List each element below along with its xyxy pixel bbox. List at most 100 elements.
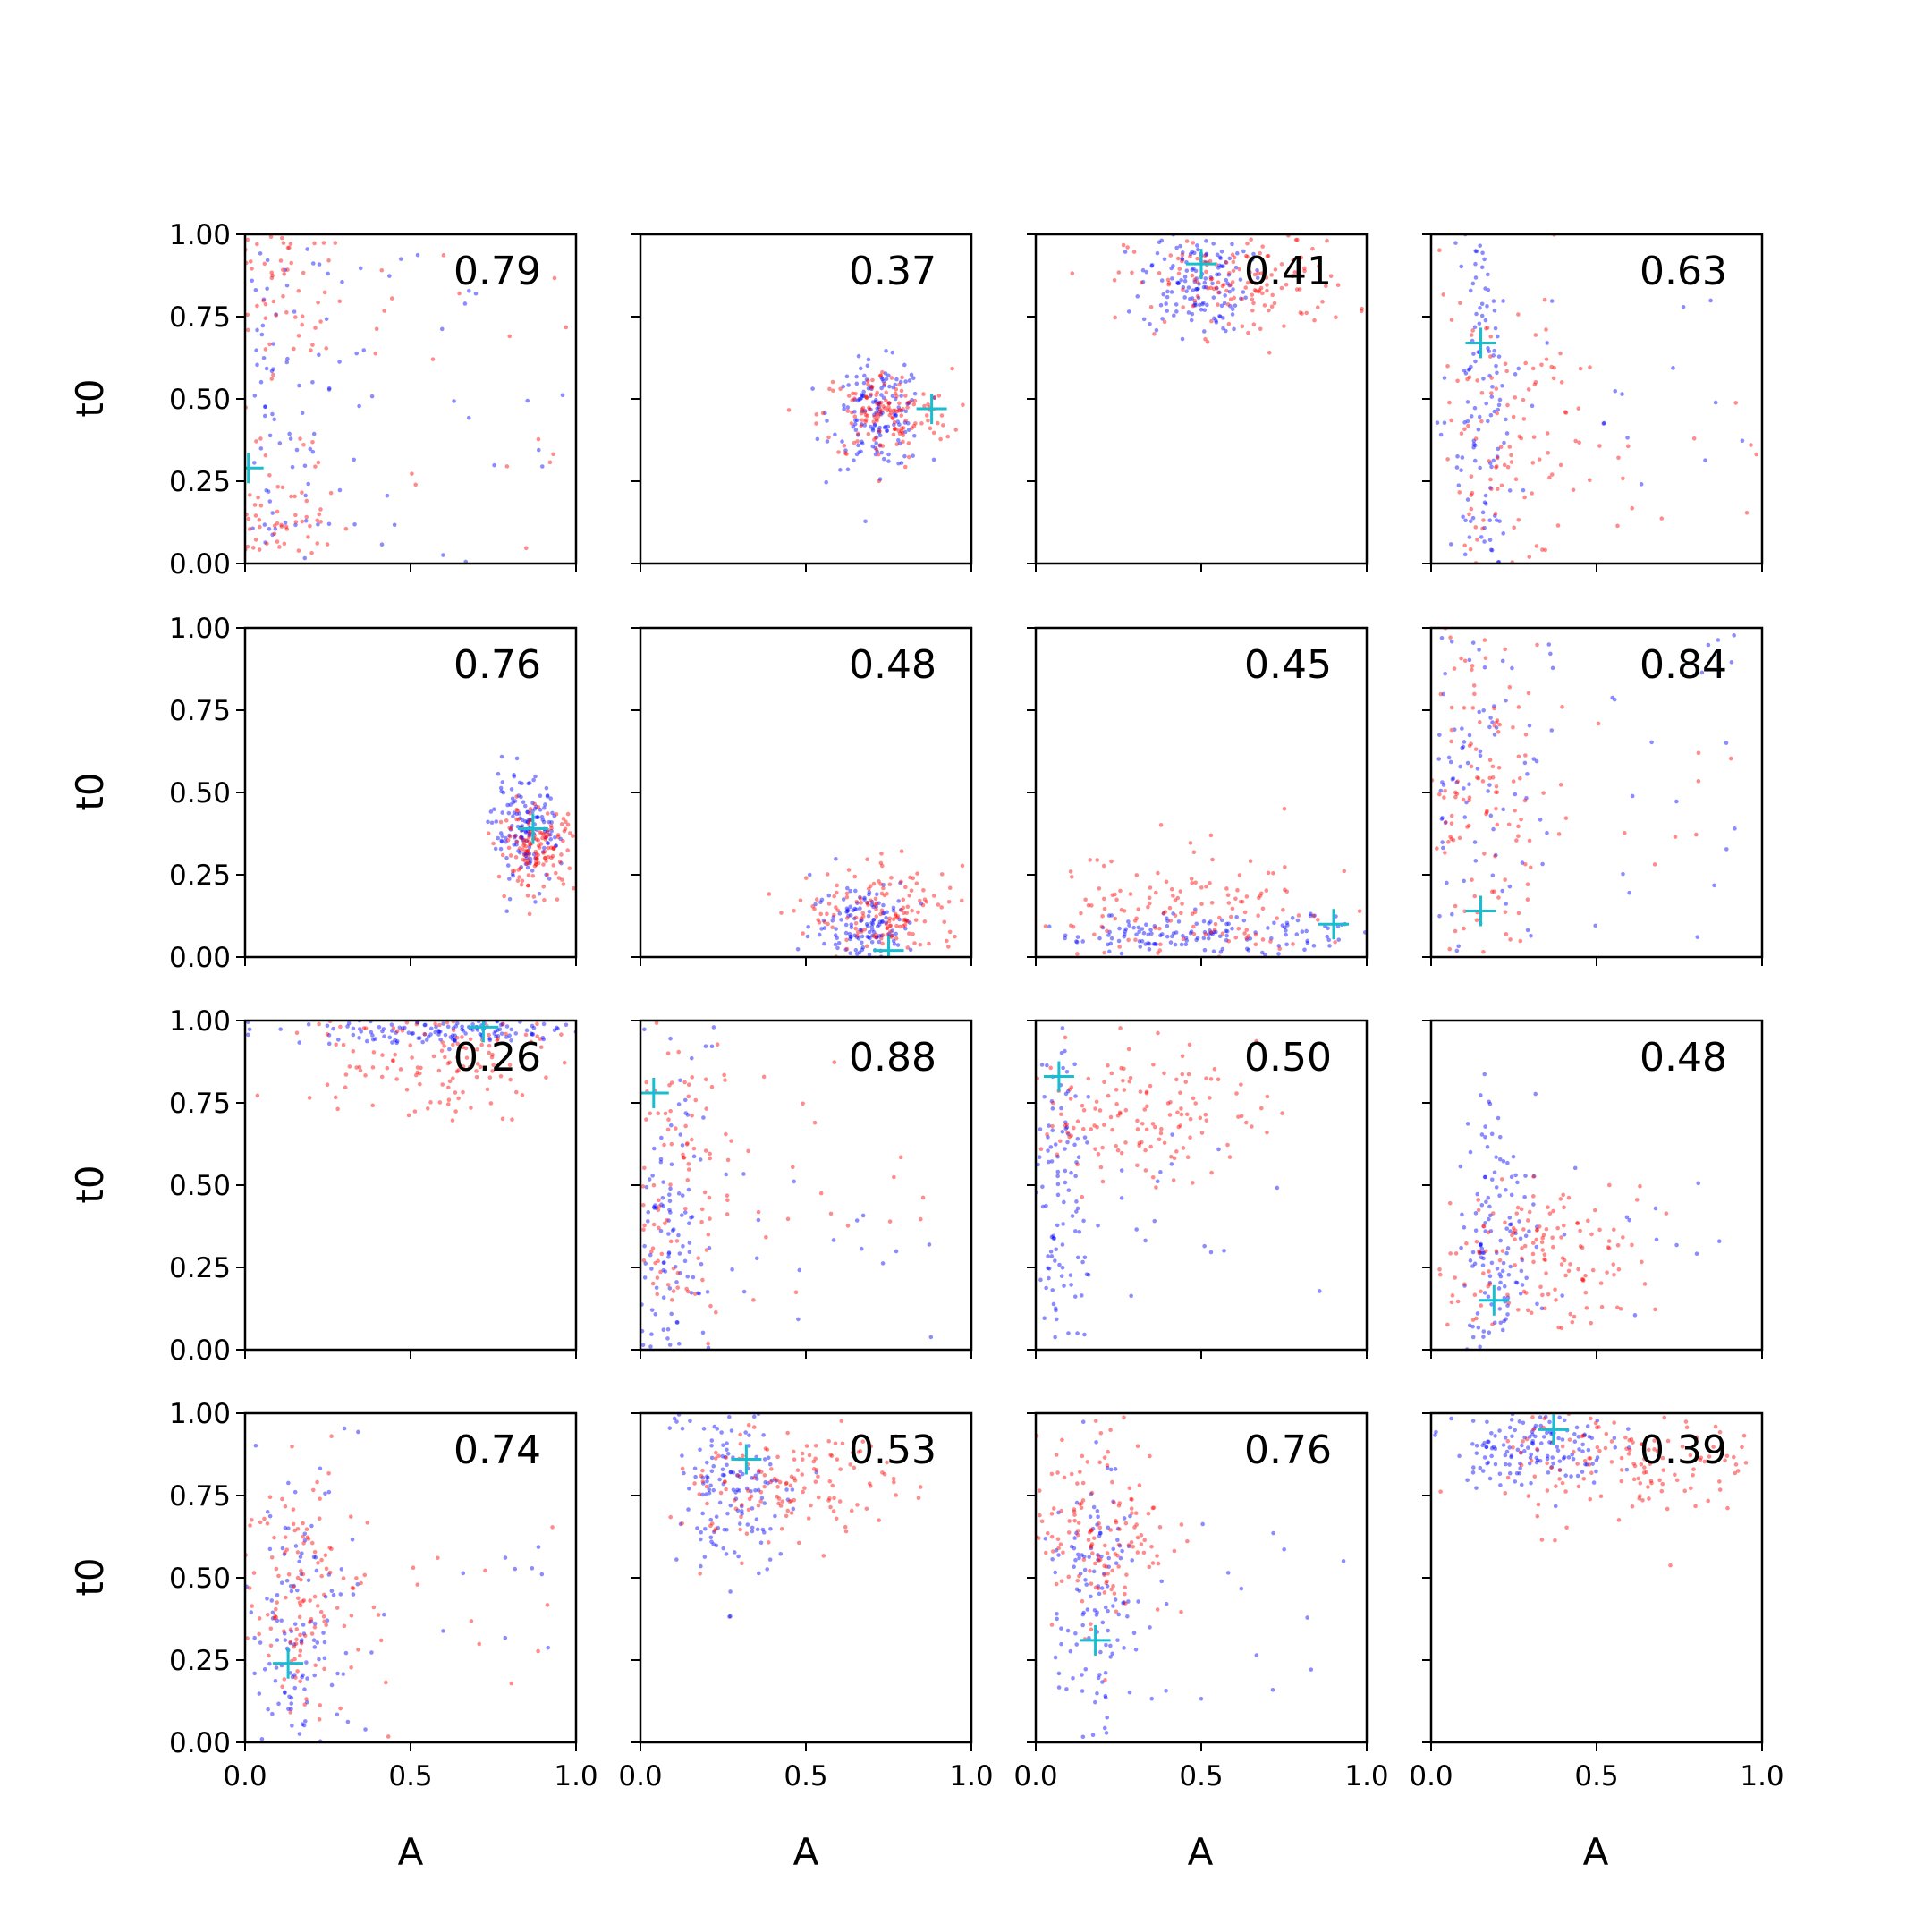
point-series-blue: [909, 372, 914, 377]
point-series-red: [300, 322, 304, 327]
point-series-blue: [1165, 289, 1170, 294]
point-series-blue: [1460, 455, 1465, 460]
point-series-red: [391, 1026, 396, 1030]
point-series-blue: [309, 1619, 314, 1624]
point-series-blue: [526, 781, 531, 786]
point-series-red: [1119, 1150, 1124, 1156]
point-series-red: [1465, 825, 1470, 829]
point-series-red: [1102, 1455, 1107, 1460]
point-series-red: [389, 296, 394, 301]
point-series-red: [1612, 1227, 1616, 1233]
point-series-red: [293, 1641, 299, 1646]
point-series-blue: [758, 1540, 764, 1546]
point-series-blue: [1197, 302, 1202, 308]
point-series-red: [1225, 1142, 1230, 1148]
point-series-blue: [331, 1026, 335, 1031]
x-tick-label: 0.5: [1179, 1760, 1223, 1792]
point-series-red: [1114, 1102, 1119, 1106]
point-series-blue: [252, 1635, 257, 1640]
point-series-red: [1180, 902, 1184, 906]
point-series-blue: [452, 399, 456, 403]
point-series-blue: [1566, 1455, 1572, 1460]
point-series-red: [1036, 1536, 1041, 1540]
point-series-red: [859, 423, 864, 428]
point-series-blue: [1495, 454, 1500, 459]
point-series-red: [1110, 1127, 1114, 1132]
point-series-red: [248, 1523, 252, 1528]
point-series-blue: [1671, 366, 1675, 370]
point-series-blue: [1553, 1504, 1558, 1509]
point-series-blue: [1173, 942, 1178, 947]
point-series-red: [286, 1572, 292, 1577]
point-series-red: [1148, 1083, 1153, 1089]
point-series-blue: [494, 1034, 498, 1039]
point-series-red: [1533, 333, 1538, 337]
point-series-red: [524, 849, 530, 854]
point-series-blue: [1090, 1526, 1096, 1531]
true-value-marker: [1080, 1624, 1111, 1656]
point-series-blue: [836, 940, 842, 945]
point-series-blue: [323, 1491, 327, 1496]
point-series-red: [1049, 1534, 1055, 1539]
point-series-blue: [863, 519, 868, 524]
point-series-blue: [1054, 1308, 1058, 1313]
point-series-red: [708, 1156, 713, 1161]
point-series-blue: [860, 409, 865, 413]
point-series-blue: [499, 754, 504, 759]
point-series-red: [1597, 444, 1602, 448]
point-series-red: [1494, 464, 1499, 469]
point-series-blue: [1501, 1159, 1506, 1164]
point-series-blue: [1470, 1470, 1476, 1475]
point-series-red: [520, 1093, 525, 1097]
point-series-blue: [1176, 281, 1182, 285]
point-series-blue: [1522, 760, 1528, 766]
point-series-blue: [660, 1195, 665, 1200]
point-series-blue: [524, 839, 530, 843]
point-series-red: [1455, 378, 1460, 384]
point-series-blue: [744, 1486, 750, 1491]
point-series-blue: [1172, 313, 1176, 318]
scatter-points: [1036, 1026, 1322, 1340]
point-series-red: [830, 379, 835, 385]
point-series-red: [1152, 332, 1157, 336]
point-series-blue: [1312, 913, 1317, 919]
point-series-red: [1706, 1498, 1710, 1504]
point-series-blue: [455, 1021, 460, 1026]
point-series-red: [900, 430, 905, 436]
point-series-red: [863, 419, 868, 424]
point-series-blue: [1505, 1303, 1510, 1308]
point-series-red: [1530, 461, 1536, 465]
point-series-blue: [1525, 928, 1530, 933]
point-series-red: [1486, 1230, 1491, 1235]
point-series-blue: [1097, 1533, 1102, 1538]
point-series-red: [702, 1190, 708, 1195]
point-series-blue: [550, 810, 555, 816]
point-series-blue: [658, 1228, 664, 1233]
point-series-blue: [648, 1252, 653, 1258]
point-series-blue: [1473, 859, 1479, 863]
point-series-red: [1101, 863, 1106, 869]
point-series-blue: [1489, 1260, 1495, 1266]
point-series-blue: [1497, 1428, 1502, 1433]
point-series-red: [1292, 270, 1298, 275]
point-series-red: [874, 447, 879, 452]
point-series-red: [1471, 683, 1477, 688]
point-series-blue: [1517, 1470, 1522, 1476]
point-series-red: [1122, 1415, 1126, 1420]
point-series-blue: [279, 1580, 284, 1586]
point-series-red: [945, 938, 949, 944]
point-series-blue: [874, 435, 879, 440]
point-series-blue: [263, 540, 267, 545]
point-series-red: [280, 1496, 284, 1502]
point-series-blue: [511, 814, 515, 818]
point-series-blue: [1049, 1099, 1055, 1104]
point-series-red: [518, 866, 522, 871]
point-series-red: [821, 1554, 826, 1558]
point-series-red: [899, 428, 904, 434]
point-series-red: [1551, 1244, 1555, 1250]
point-series-red: [282, 1677, 287, 1682]
point-series-blue: [1489, 1177, 1495, 1182]
point-series-red: [1128, 892, 1133, 896]
point-series-blue: [451, 1026, 456, 1030]
point-series-red: [1495, 822, 1500, 827]
